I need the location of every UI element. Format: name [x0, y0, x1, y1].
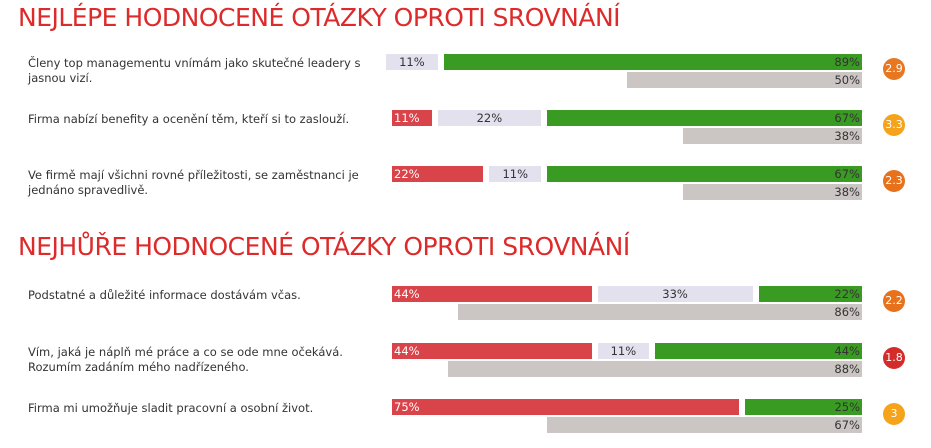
positive-bar: 67% — [547, 110, 862, 126]
section-title: NEJLÉPE HODNOCENÉ OTÁZKY OPROTI SROVNÁNÍ — [18, 3, 621, 32]
question-text: Firma mi umožňuje sladit pracovní a osob… — [28, 401, 314, 415]
positive-bar: 67% — [547, 166, 862, 182]
neutral-bar: 11% — [386, 54, 438, 70]
benchmark-bar: 88% — [448, 361, 862, 377]
positive-bar: 44% — [655, 343, 862, 359]
score-badge: 3 — [883, 403, 905, 425]
negative-bar: 11% — [392, 110, 432, 126]
question-text: Vím, jaká je náplň mé práce a co se ode … — [28, 345, 343, 374]
question-text: Ve firmě mají všichni rovné příležitosti… — [28, 168, 359, 197]
benchmark-bar: 50% — [627, 72, 862, 88]
benchmark-bar: 86% — [457, 304, 862, 320]
score-badge: 2.3 — [883, 170, 905, 192]
negative-bar: 44% — [392, 286, 592, 302]
neutral-bar: 11% — [489, 166, 542, 182]
positive-bar: 22% — [758, 286, 862, 302]
score-badge: 2.9 — [883, 58, 905, 80]
neutral-bar: 22% — [437, 110, 542, 126]
negative-bar: 22% — [392, 166, 484, 182]
benchmark-bar: 67% — [547, 417, 862, 433]
section-title: NEJHŮŘE HODNOCENÉ OTÁZKY OPROTI SROVNÁNÍ — [18, 232, 630, 261]
neutral-bar: 33% — [597, 286, 753, 302]
positive-bar: 89% — [443, 54, 862, 70]
neutral-bar: 11% — [597, 343, 650, 359]
question-text: Podstatné a důležité informace dostávám … — [28, 288, 301, 302]
benchmark-bar: 38% — [683, 184, 862, 200]
score-badge: 1.8 — [883, 347, 905, 369]
benchmark-bar: 38% — [683, 128, 862, 144]
negative-bar: 75% — [392, 399, 739, 415]
question-text: Firma nabízí benefity a ocenění těm, kte… — [28, 112, 350, 126]
question-text: Členy top managementu vnímám jako skuteč… — [28, 56, 361, 85]
score-badge: 2.2 — [883, 290, 905, 312]
score-badge: 3.3 — [883, 114, 905, 136]
negative-bar: 44% — [392, 343, 592, 359]
positive-bar: 25% — [744, 399, 862, 415]
